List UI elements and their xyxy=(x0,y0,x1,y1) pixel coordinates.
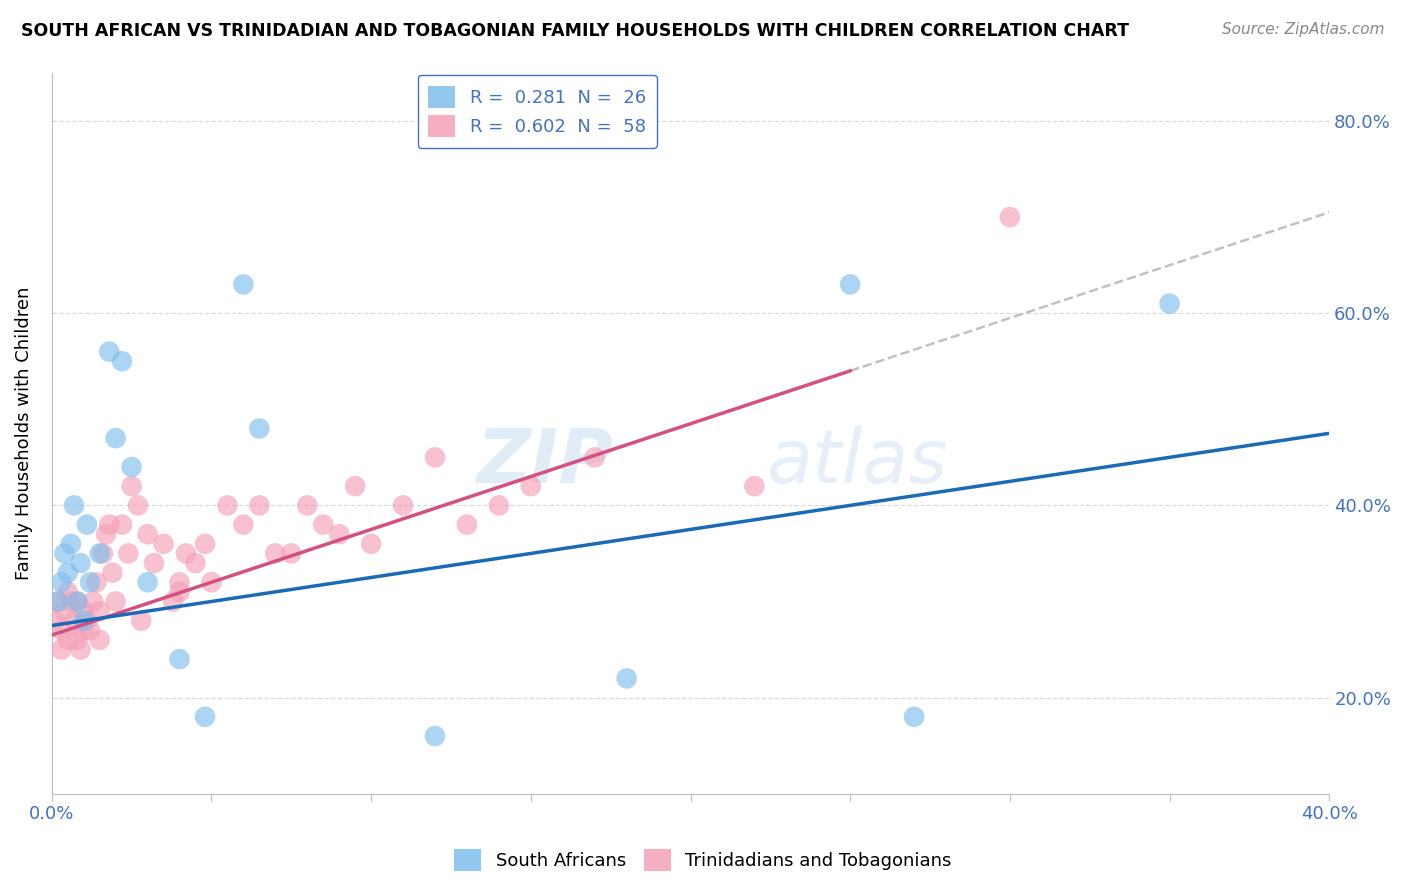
Legend: South Africans, Trinidadians and Tobagonians: South Africans, Trinidadians and Tobagon… xyxy=(447,842,959,879)
Point xyxy=(51,642,73,657)
Point xyxy=(162,594,184,608)
Point xyxy=(89,604,111,618)
Point xyxy=(360,537,382,551)
Point xyxy=(94,527,117,541)
Point xyxy=(53,546,76,560)
Point xyxy=(998,210,1021,224)
Text: SOUTH AFRICAN VS TRINIDADIAN AND TOBAGONIAN FAMILY HOUSEHOLDS WITH CHILDREN CORR: SOUTH AFRICAN VS TRINIDADIAN AND TOBAGON… xyxy=(21,22,1129,40)
Point xyxy=(169,652,191,666)
Point xyxy=(520,479,543,493)
Point xyxy=(264,546,287,560)
Point xyxy=(98,517,121,532)
Point xyxy=(744,479,766,493)
Point xyxy=(46,594,69,608)
Point xyxy=(247,499,270,513)
Point xyxy=(73,624,96,638)
Point xyxy=(91,546,114,560)
Point xyxy=(111,517,134,532)
Point xyxy=(63,614,86,628)
Point xyxy=(86,575,108,590)
Point xyxy=(169,585,191,599)
Point xyxy=(66,632,89,647)
Point xyxy=(328,527,350,541)
Point xyxy=(111,354,134,368)
Point xyxy=(423,450,446,465)
Legend: R =  0.281  N =  26, R =  0.602  N =  58: R = 0.281 N = 26, R = 0.602 N = 58 xyxy=(418,75,657,148)
Y-axis label: Family Households with Children: Family Households with Children xyxy=(15,286,32,580)
Point xyxy=(392,499,415,513)
Point xyxy=(121,479,143,493)
Point xyxy=(69,642,91,657)
Point xyxy=(232,517,254,532)
Text: atlas: atlas xyxy=(768,426,949,498)
Point xyxy=(583,450,606,465)
Point xyxy=(79,575,101,590)
Point xyxy=(169,575,191,590)
Point xyxy=(53,604,76,618)
Point xyxy=(1159,296,1181,310)
Point xyxy=(82,594,104,608)
Point xyxy=(79,624,101,638)
Point xyxy=(51,575,73,590)
Point xyxy=(56,632,79,647)
Point xyxy=(152,537,174,551)
Point xyxy=(297,499,319,513)
Point xyxy=(136,575,159,590)
Point xyxy=(89,546,111,560)
Point xyxy=(129,614,152,628)
Point xyxy=(616,671,638,685)
Point xyxy=(194,710,217,724)
Point xyxy=(56,585,79,599)
Point xyxy=(121,459,143,474)
Point xyxy=(59,594,82,608)
Text: Source: ZipAtlas.com: Source: ZipAtlas.com xyxy=(1222,22,1385,37)
Point xyxy=(217,499,239,513)
Point xyxy=(488,499,510,513)
Point xyxy=(184,556,207,570)
Point xyxy=(136,527,159,541)
Point xyxy=(194,537,217,551)
Point xyxy=(89,632,111,647)
Point xyxy=(127,499,149,513)
Point xyxy=(117,546,139,560)
Point xyxy=(232,277,254,292)
Point xyxy=(247,421,270,435)
Point xyxy=(56,566,79,580)
Point xyxy=(59,537,82,551)
Point xyxy=(98,344,121,359)
Text: ZIP: ZIP xyxy=(477,425,614,499)
Point xyxy=(104,594,127,608)
Point xyxy=(142,556,165,570)
Point xyxy=(312,517,335,532)
Point xyxy=(839,277,862,292)
Point xyxy=(76,614,98,628)
Point xyxy=(200,575,222,590)
Point xyxy=(76,517,98,532)
Point xyxy=(104,431,127,445)
Point xyxy=(69,556,91,570)
Point xyxy=(280,546,302,560)
Point xyxy=(456,517,478,532)
Point xyxy=(73,614,96,628)
Point xyxy=(903,710,925,724)
Point xyxy=(46,594,69,608)
Point xyxy=(44,614,66,628)
Point xyxy=(101,566,124,580)
Point xyxy=(51,624,73,638)
Point xyxy=(73,604,96,618)
Point xyxy=(174,546,197,560)
Point xyxy=(66,594,89,608)
Point xyxy=(423,729,446,743)
Point xyxy=(63,499,86,513)
Point xyxy=(66,594,89,608)
Point xyxy=(344,479,367,493)
